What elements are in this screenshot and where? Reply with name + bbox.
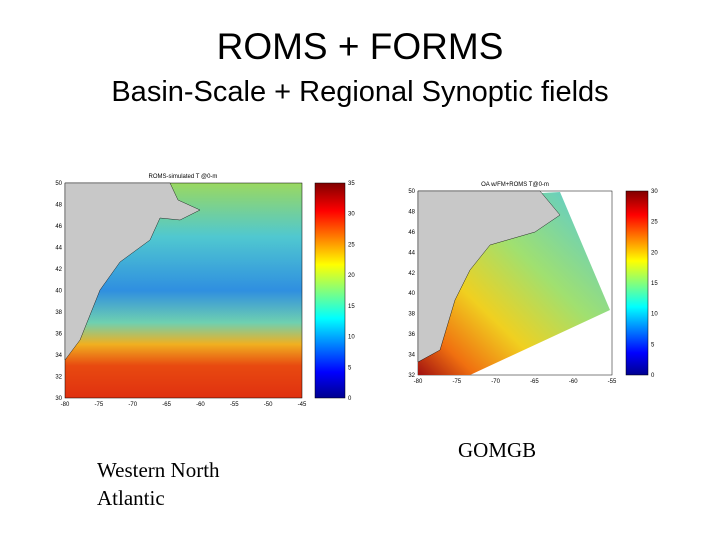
- x-tick-label: -55: [608, 379, 617, 385]
- x-tick-label: -70: [491, 379, 500, 385]
- title: ROMS + FORMS: [216, 26, 504, 67]
- x-tick-label: -50: [264, 402, 273, 408]
- y-tick-label: 46: [55, 224, 62, 230]
- colorbar-tick-label: 10: [651, 312, 658, 318]
- x-tick-label: -65: [530, 379, 539, 385]
- colorbar-tick-label: 30: [348, 212, 355, 218]
- colorbar-tick-label: 15: [651, 281, 658, 287]
- y-tick-label: 34: [55, 353, 62, 359]
- y-tick-label: 38: [55, 310, 62, 316]
- subtitle: Basin-Scale + Regional Synoptic fields: [111, 76, 609, 108]
- x-tick-label: -80: [414, 379, 423, 385]
- y-tick-label: 32: [55, 375, 62, 381]
- y-tick-label: 42: [408, 271, 415, 277]
- map-title: ROMS-simulated T @0-m: [149, 174, 218, 180]
- x-tick-label: -75: [95, 402, 104, 408]
- y-tick-label: 36: [408, 332, 415, 338]
- x-tick-label: -80: [61, 402, 70, 408]
- colorbar-tick-label: 25: [651, 220, 658, 226]
- map-title: OA w/FM+ROMS T@0-m: [481, 182, 549, 188]
- y-tick-label: 44: [55, 246, 62, 252]
- y-tick-label: 30: [55, 396, 62, 402]
- y-tick-label: 46: [408, 230, 415, 236]
- colorbar-tick-label: 35: [348, 181, 355, 187]
- x-tick-label: -55: [230, 402, 239, 408]
- colorbar-tick-label: 0: [348, 396, 352, 402]
- y-tick-label: 44: [408, 250, 415, 256]
- y-tick-label: 32: [408, 373, 415, 379]
- x-tick-label: -75: [452, 379, 461, 385]
- y-tick-label: 38: [408, 312, 415, 318]
- colorbar-tick-label: 5: [651, 342, 655, 348]
- y-tick-label: 36: [55, 332, 62, 338]
- colorbar-tick-label: 0: [651, 373, 655, 379]
- map-right: OA w/FM+ROMS T@0-m: [417, 182, 649, 376]
- colorbar-tick-label: 20: [651, 250, 658, 256]
- caption: Western North Atlantic: [97, 458, 220, 510]
- x-tick-label: -70: [128, 402, 137, 408]
- caption: GOMGB: [458, 438, 537, 462]
- map-left: ROMS-simulated T @0-m: [64, 174, 346, 399]
- y-tick-label: 40: [55, 289, 62, 295]
- colorbar-tick-label: 5: [348, 365, 352, 371]
- colorbar-tick-label: 20: [348, 273, 355, 279]
- x-tick-label: -45: [298, 402, 307, 408]
- colorbar-tick-label: 10: [348, 335, 355, 341]
- y-tick-label: 48: [408, 209, 415, 215]
- y-tick-label: 34: [408, 353, 415, 359]
- y-tick-label: 48: [55, 203, 62, 209]
- colorbar-tick-label: 25: [348, 242, 355, 248]
- y-tick-label: 50: [55, 181, 62, 187]
- x-tick-label: -60: [569, 379, 578, 385]
- y-tick-label: 42: [55, 267, 62, 273]
- colorbar-tick-label: 30: [651, 189, 658, 195]
- x-tick-label: -65: [162, 402, 171, 408]
- y-tick-label: 50: [408, 189, 415, 195]
- x-tick-label: -60: [196, 402, 205, 408]
- y-tick-label: 40: [408, 291, 415, 297]
- colorbar-tick-label: 15: [348, 304, 355, 310]
